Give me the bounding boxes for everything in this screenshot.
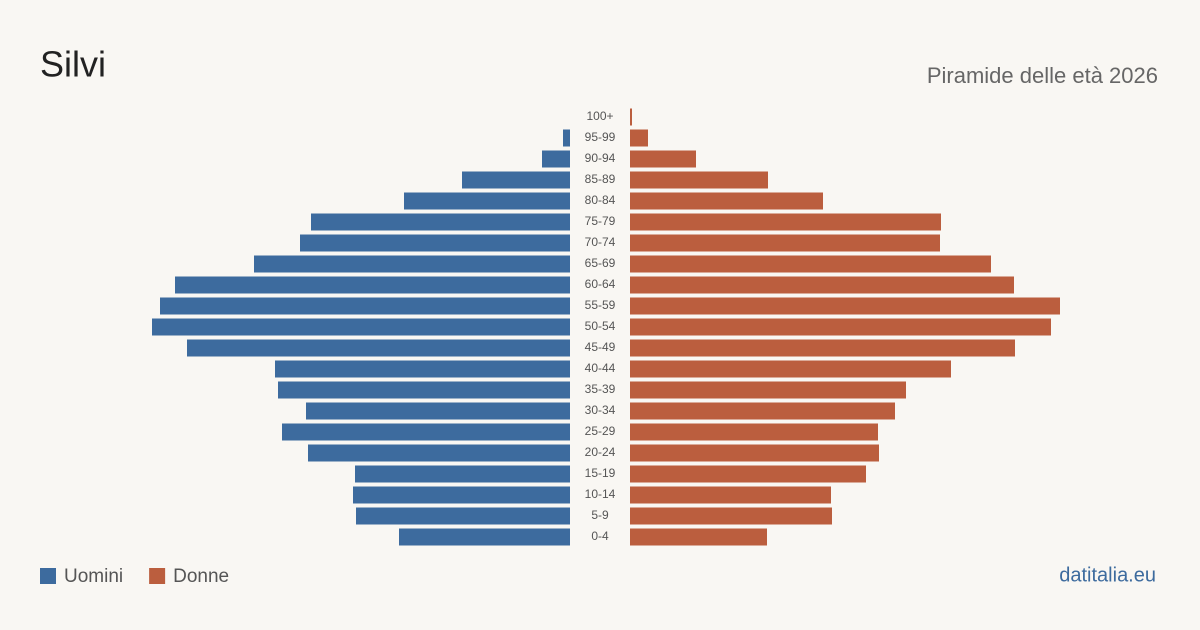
bar-male bbox=[300, 234, 570, 252]
bar-female bbox=[630, 108, 632, 126]
age-label: 90-94 bbox=[585, 151, 616, 165]
bar-male bbox=[399, 528, 570, 546]
bar-male bbox=[404, 192, 570, 210]
bar-female bbox=[630, 276, 1014, 294]
bar-male bbox=[152, 318, 570, 336]
bar-female bbox=[630, 465, 866, 483]
age-label: 100+ bbox=[586, 109, 613, 123]
age-label: 75-79 bbox=[585, 214, 616, 228]
bar-male bbox=[306, 402, 570, 420]
age-label: 30-34 bbox=[585, 403, 616, 417]
bar-female bbox=[630, 381, 906, 399]
bar-female bbox=[630, 486, 831, 504]
age-label: 40-44 bbox=[585, 361, 616, 375]
age-label: 95-99 bbox=[585, 130, 616, 144]
bar-female bbox=[630, 528, 767, 546]
age-label: 5-9 bbox=[591, 508, 609, 522]
bar-female bbox=[630, 402, 895, 420]
age-label: 70-74 bbox=[585, 235, 616, 249]
bar-male bbox=[355, 465, 570, 483]
bar-male bbox=[356, 507, 570, 525]
bar-male bbox=[278, 381, 570, 399]
age-label: 80-84 bbox=[585, 193, 616, 207]
bar-male bbox=[311, 213, 570, 231]
bar-female bbox=[630, 318, 1051, 336]
bar-male bbox=[254, 255, 570, 273]
age-label: 0-4 bbox=[591, 529, 609, 543]
age-label: 20-24 bbox=[585, 445, 616, 459]
bar-male bbox=[353, 486, 570, 504]
age-label: 50-54 bbox=[585, 319, 616, 333]
bar-male bbox=[282, 423, 570, 441]
legend-swatch bbox=[40, 568, 56, 584]
age-label: 85-89 bbox=[585, 172, 616, 186]
bar-female bbox=[630, 423, 878, 441]
bar-male bbox=[542, 150, 570, 168]
bar-female bbox=[630, 255, 991, 273]
bar-male bbox=[275, 360, 570, 378]
bar-female bbox=[630, 192, 823, 210]
bar-female bbox=[630, 150, 696, 168]
bar-female bbox=[630, 444, 879, 462]
bar-female bbox=[630, 507, 832, 525]
bar-male bbox=[175, 276, 570, 294]
age-label: 45-49 bbox=[585, 340, 616, 354]
legend-label: Uomini bbox=[64, 566, 123, 587]
age-label: 15-19 bbox=[585, 466, 616, 480]
bar-female bbox=[630, 360, 951, 378]
source: datitalia.eu bbox=[1059, 564, 1156, 586]
bar-male bbox=[160, 297, 570, 315]
age-label: 10-14 bbox=[585, 487, 616, 501]
bar-female bbox=[630, 213, 941, 231]
chart-title: Silvi bbox=[40, 44, 106, 85]
age-label: 60-64 bbox=[585, 277, 616, 291]
bar-female bbox=[630, 129, 648, 147]
bar-female bbox=[630, 171, 768, 189]
legend-label: Donne bbox=[173, 566, 229, 587]
bar-male bbox=[308, 444, 570, 462]
bar-male bbox=[187, 339, 570, 357]
bar-female bbox=[630, 339, 1015, 357]
bar-female bbox=[630, 234, 940, 252]
bar-male bbox=[563, 129, 570, 147]
bar-male bbox=[462, 171, 570, 189]
bar-female bbox=[630, 297, 1060, 315]
chart-subtitle: Piramide delle età 2026 bbox=[927, 63, 1158, 88]
age-label: 35-39 bbox=[585, 382, 616, 396]
age-label: 25-29 bbox=[585, 424, 616, 438]
age-label: 55-59 bbox=[585, 298, 616, 312]
age-label: 65-69 bbox=[585, 256, 616, 270]
legend-swatch bbox=[149, 568, 166, 584]
